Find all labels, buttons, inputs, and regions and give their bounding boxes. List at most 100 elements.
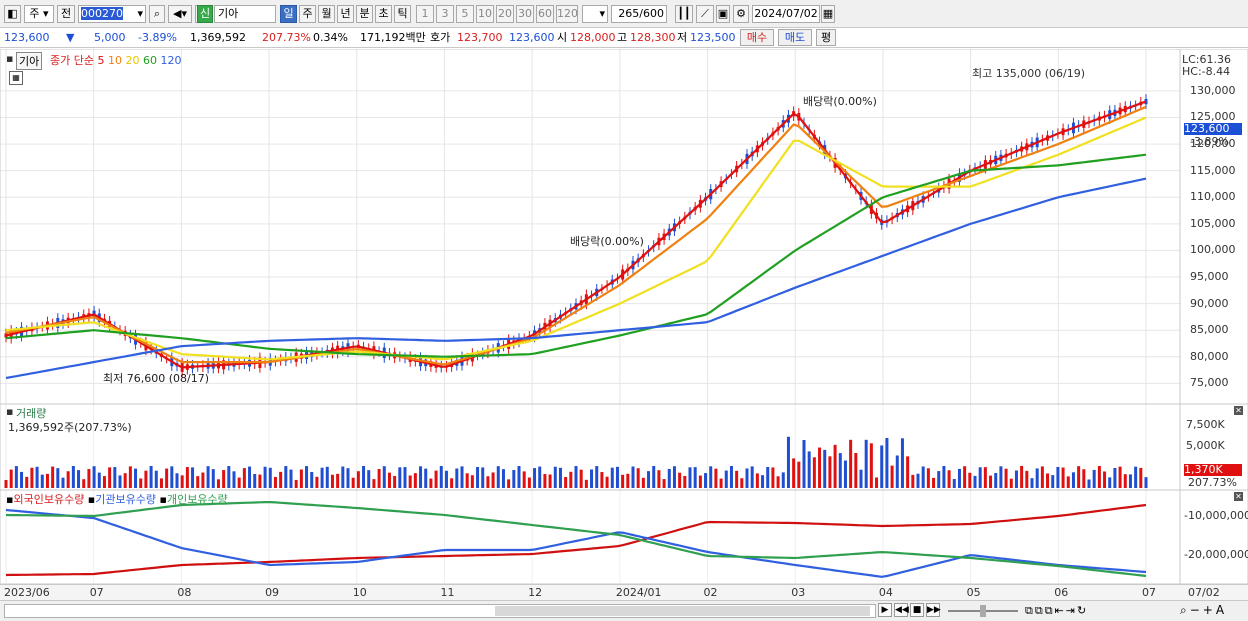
ma-line-10	[5, 105, 1147, 366]
volume-bar	[97, 472, 101, 488]
close-icon[interactable]: ✕	[1234, 406, 1243, 415]
volume-bar	[610, 467, 614, 488]
volume-bar	[51, 466, 55, 488]
tab-tick[interactable]: 틱	[394, 5, 411, 23]
gear-icon[interactable]: ⚙	[733, 5, 749, 23]
volume-title: 거래량	[16, 407, 47, 420]
volume-bar	[9, 469, 13, 488]
volume-bar	[299, 469, 303, 488]
volume-tick-5000k: 5,000K	[1186, 439, 1225, 452]
current-price-tag: 123,600	[1184, 123, 1242, 135]
volume-bar	[206, 466, 210, 488]
interval-60[interactable]: 60	[536, 5, 554, 23]
pane-menu-icon[interactable]: ▪	[6, 405, 14, 418]
interval-dropdown[interactable]: ▾	[582, 5, 608, 23]
volume-bar	[683, 475, 687, 488]
volume-bar	[895, 455, 899, 488]
amount-value: 171,192백만	[360, 31, 426, 44]
save-icon[interactable]: ▣	[716, 5, 730, 23]
horizontal-scrollbar[interactable]	[4, 604, 876, 618]
volume-bar	[382, 466, 386, 488]
candle-body	[4, 333, 8, 338]
interval-20[interactable]: 20	[496, 5, 514, 23]
eval-button[interactable]: 평	[816, 29, 836, 46]
interval-30[interactable]: 30	[516, 5, 534, 23]
play-icon[interactable]: ▶	[878, 603, 892, 617]
tab-month[interactable]: 월	[318, 5, 335, 23]
price-tick-label: 115,000	[1190, 163, 1236, 177]
stock-name-label[interactable]: 기아	[16, 52, 43, 70]
volume-bar	[968, 472, 972, 488]
x-axis-label: 06	[1054, 586, 1069, 599]
legend-institution: 기관보유수량	[95, 493, 156, 506]
stock-code-input[interactable]: 000270 ▾	[78, 5, 146, 23]
volume-bar	[631, 466, 635, 488]
volume-bar	[740, 478, 744, 488]
prev-button[interactable]: 전	[57, 5, 75, 23]
volume-bar	[595, 466, 599, 488]
volume-bar	[372, 479, 376, 488]
volume-grid	[5, 404, 1147, 490]
grid-icon[interactable]: ▦	[9, 71, 23, 85]
volume-bar	[776, 476, 780, 488]
stop-icon[interactable]: ■	[910, 603, 924, 617]
bid-value: 123,600	[509, 31, 555, 44]
volume-bar	[398, 467, 402, 488]
volume-bar	[232, 471, 236, 488]
scrollbar-thumb[interactable]	[495, 606, 870, 616]
volume-bar	[615, 466, 619, 488]
forward-icon[interactable]: ▶▶	[926, 603, 941, 617]
change-percent: -3.89%	[138, 31, 177, 44]
search-icon[interactable]: ⌕	[149, 5, 165, 23]
tab-week[interactable]: 주	[299, 5, 316, 23]
volume-bar	[714, 468, 718, 488]
tab-minute[interactable]: 분	[356, 5, 373, 23]
dividend-annotation-1: 배당락(0.00%)	[570, 235, 644, 248]
volume-bar	[719, 478, 723, 488]
zoom-icons[interactable]: ⌕−+A	[1180, 603, 1228, 617]
holdings-line-institution	[5, 508, 1147, 578]
stock-name-field[interactable]: 기아	[214, 5, 276, 23]
date-field[interactable]: 2024/07/02	[752, 5, 820, 23]
candle-icon[interactable]: ┃┃	[675, 5, 693, 23]
volume-bar	[693, 467, 697, 488]
layout-icon[interactable]: ◧	[4, 5, 21, 23]
chevron-down-icon[interactable]: ▾	[137, 7, 143, 20]
volume-bar	[336, 473, 340, 488]
hc-label: HC:-8.44	[1182, 65, 1231, 78]
count-value: 265	[618, 7, 640, 20]
volume-tag-ratio: 207.73%	[1188, 476, 1237, 489]
interval-120[interactable]: 120	[556, 5, 578, 23]
volume-bar	[289, 469, 293, 488]
draw-icon[interactable]: ⟋	[696, 5, 714, 23]
volume-bar	[600, 472, 604, 488]
close-icon[interactable]: ✕	[1234, 492, 1243, 501]
x-axis-label: 09	[265, 586, 280, 599]
ma-line-5	[5, 100, 1147, 369]
count-field[interactable]: 265/600	[611, 5, 667, 23]
buy-button[interactable]: 매수	[740, 29, 774, 46]
period-dropdown[interactable]: 주 ▾	[24, 5, 54, 23]
volume-bar	[419, 466, 423, 488]
stock-code-value: 000270	[81, 7, 123, 20]
tool-icons[interactable]: ⧉⧉⧉⇤⇥↻	[1025, 604, 1089, 617]
tab-day[interactable]: 일	[280, 5, 297, 23]
volume-bar	[626, 473, 630, 488]
rewind-icon[interactable]: ◀◀	[894, 603, 909, 617]
volume-bar	[165, 468, 169, 488]
pane-menu-icon[interactable]: ▪	[6, 52, 14, 65]
zoom-slider-handle[interactable]	[980, 605, 986, 617]
interval-1[interactable]: 1	[416, 5, 434, 23]
interval-3[interactable]: 3	[436, 5, 454, 23]
interval-5[interactable]: 5	[456, 5, 474, 23]
volume-bar	[605, 476, 609, 488]
sell-button[interactable]: 매도	[778, 29, 812, 46]
calendar-icon[interactable]: ▦	[821, 5, 835, 23]
tab-second[interactable]: 초	[375, 5, 392, 23]
tab-year[interactable]: 년	[337, 5, 354, 23]
interval-10[interactable]: 10	[476, 5, 494, 23]
holdings-tick-1: -10,000,000	[1184, 509, 1248, 522]
speaker-icon[interactable]: ◀▾	[168, 5, 192, 23]
volume-bar	[424, 468, 428, 488]
volume-bar	[698, 475, 702, 488]
